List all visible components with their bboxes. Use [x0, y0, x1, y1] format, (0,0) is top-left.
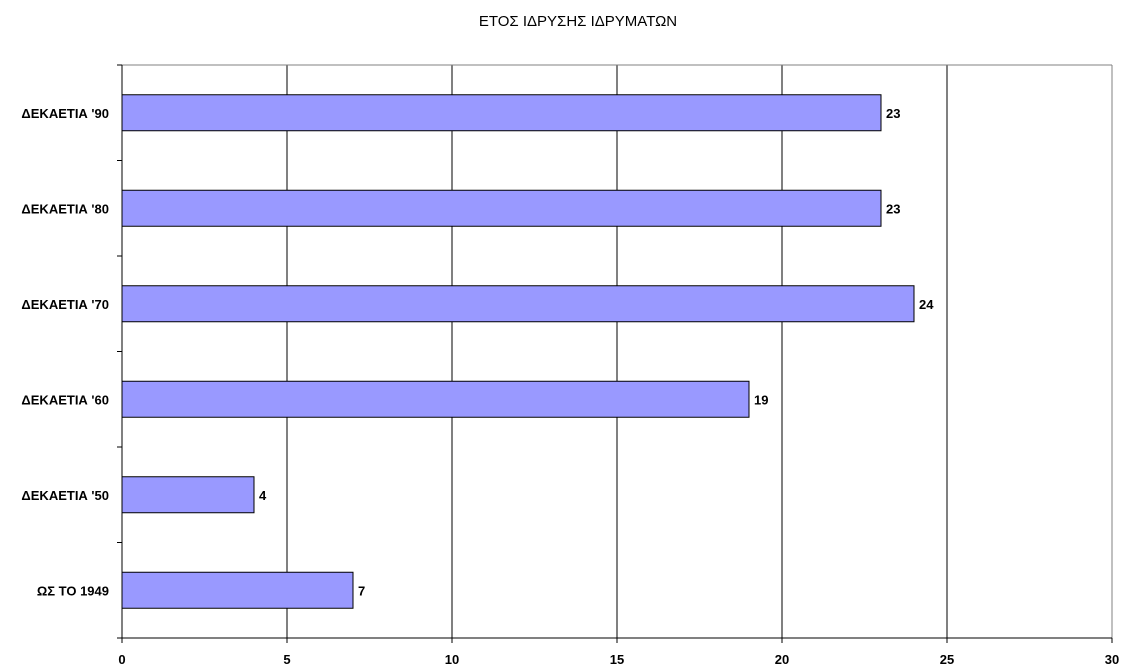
bar-2	[122, 381, 749, 417]
grid-lines	[287, 65, 947, 638]
bar-5	[122, 95, 881, 131]
category-label-2: ΔΕΚΑΕΤΙΑ '60	[21, 392, 109, 407]
bar-3	[122, 286, 914, 322]
axes	[117, 65, 1112, 643]
data-label-1: 4	[259, 488, 267, 503]
data-label-4: 23	[886, 201, 900, 216]
chart-title: ΕΤΟΣ ΙΔΡΥΣΗΣ ΙΔΡΥΜΑΤΩΝ	[479, 13, 677, 30]
bars	[122, 95, 914, 609]
bar-1	[122, 477, 254, 513]
x-tick-label-10: 10	[445, 652, 459, 667]
bar-4	[122, 190, 881, 226]
data-label-3: 24	[919, 297, 934, 312]
category-label-1: ΔΕΚΑΕΤΙΑ '50	[21, 488, 109, 503]
x-tick-label-5: 5	[283, 652, 290, 667]
category-label-3: ΔΕΚΑΕΤΙΑ '70	[21, 297, 109, 312]
x-tick-label-20: 20	[775, 652, 789, 667]
data-label-5: 23	[886, 106, 900, 121]
category-label-4: ΔΕΚΑΕΤΙΑ '80	[21, 201, 109, 216]
x-tick-label-30: 30	[1105, 652, 1119, 667]
bar-0	[122, 572, 353, 608]
category-label-5: ΔΕΚΑΕΤΙΑ '90	[21, 106, 109, 121]
category-label-0: ΩΣ ΤΟ 1949	[37, 583, 109, 598]
data-label-0: 7	[358, 583, 365, 598]
x-tick-label-0: 0	[118, 652, 125, 667]
x-tick-label-25: 25	[940, 652, 954, 667]
data-label-2: 19	[754, 392, 768, 407]
x-tick-label-15: 15	[610, 652, 624, 667]
